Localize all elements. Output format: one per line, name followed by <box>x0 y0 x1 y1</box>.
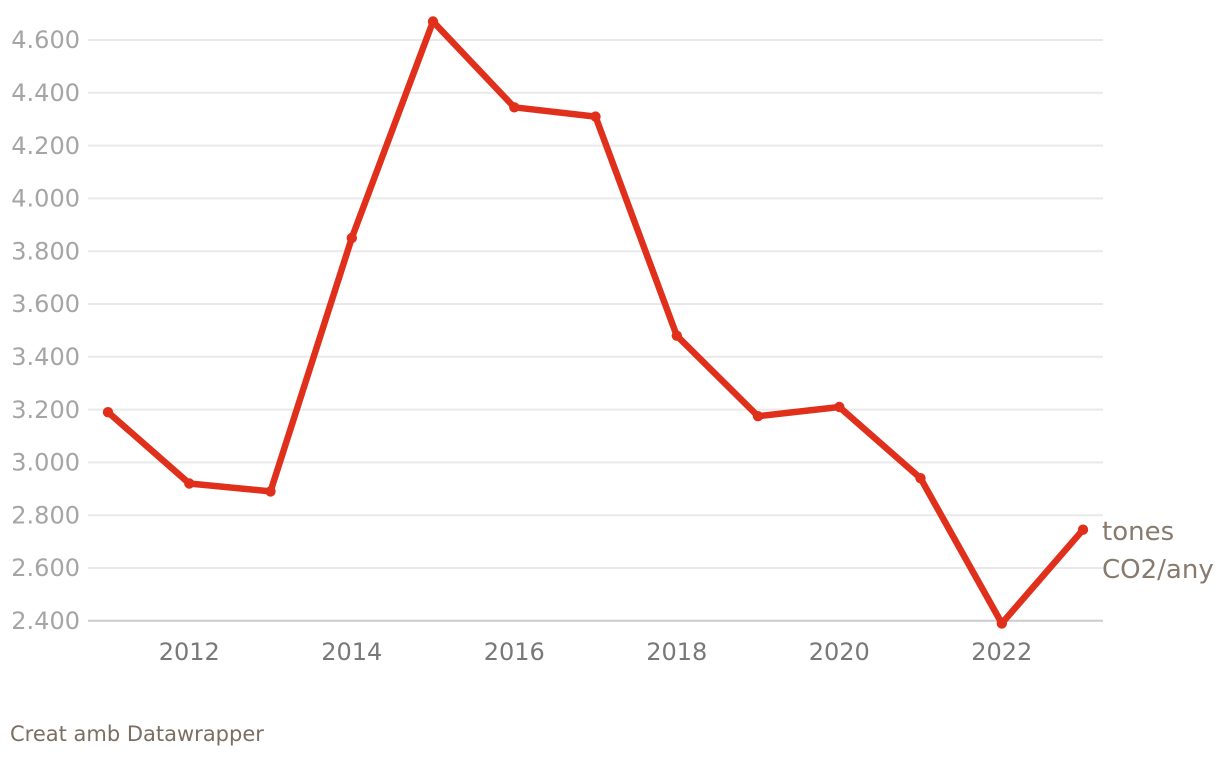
data-point[interactable] <box>1077 524 1089 535</box>
data-point[interactable] <box>346 232 357 244</box>
line-chart: 2.400 2.600 2.800 3.000 3.200 3.400 3.600 3.800… <box>11 16 1103 666</box>
data-point[interactable] <box>590 111 601 122</box>
attribution: Creat amb Datawrapper <box>10 722 264 746</box>
data-point[interactable] <box>996 618 1007 629</box>
x-tick-label: 2016 <box>484 638 545 666</box>
data-point[interactable] <box>752 411 764 422</box>
y-tick-label: 3.000 <box>11 449 80 477</box>
data-points <box>102 16 1089 629</box>
x-tick-label: 2014 <box>321 638 382 666</box>
data-point[interactable] <box>265 486 276 497</box>
y-tick-label: 4.600 <box>11 26 80 54</box>
x-axis-labels: 2012 2014 2016 2018 2020 2022 <box>159 638 1033 666</box>
y-tick-label: 2.800 <box>11 501 80 529</box>
x-tick-label: 2012 <box>159 638 220 666</box>
y-tick-label: 3.200 <box>11 396 80 424</box>
legend-line-1: tones <box>1102 517 1175 547</box>
x-tick-label: 2022 <box>971 638 1032 666</box>
y-tick-label: 4.000 <box>11 185 80 213</box>
y-axis-labels: 2.400 2.600 2.800 3.000 3.200 3.400 3.600 3.800… <box>11 26 80 635</box>
attribution-text: Creat amb Datawrapper <box>10 722 264 746</box>
y-tick-label: 3.600 <box>11 290 80 318</box>
data-point[interactable] <box>102 407 114 418</box>
data-point[interactable] <box>509 102 520 113</box>
data-point[interactable] <box>184 478 195 489</box>
x-tick-label: 2020 <box>809 638 870 666</box>
y-tick-label: 2.600 <box>11 554 80 582</box>
data-point[interactable] <box>427 16 439 27</box>
y-tick-label: 4.200 <box>11 132 80 160</box>
series-legend: tones CO2/any <box>1102 513 1214 589</box>
data-point[interactable] <box>915 473 926 484</box>
y-tick-label: 3.800 <box>11 237 80 265</box>
y-tick-label: 2.400 <box>11 607 80 635</box>
y-tick-label: 4.400 <box>11 79 80 107</box>
y-tick-label: 3.400 <box>11 343 80 371</box>
legend-line-2: CO2/any <box>1102 555 1214 585</box>
data-point[interactable] <box>834 401 845 413</box>
data-point[interactable] <box>671 330 682 341</box>
gridlines <box>88 39 1103 622</box>
x-tick-label: 2018 <box>646 638 707 666</box>
